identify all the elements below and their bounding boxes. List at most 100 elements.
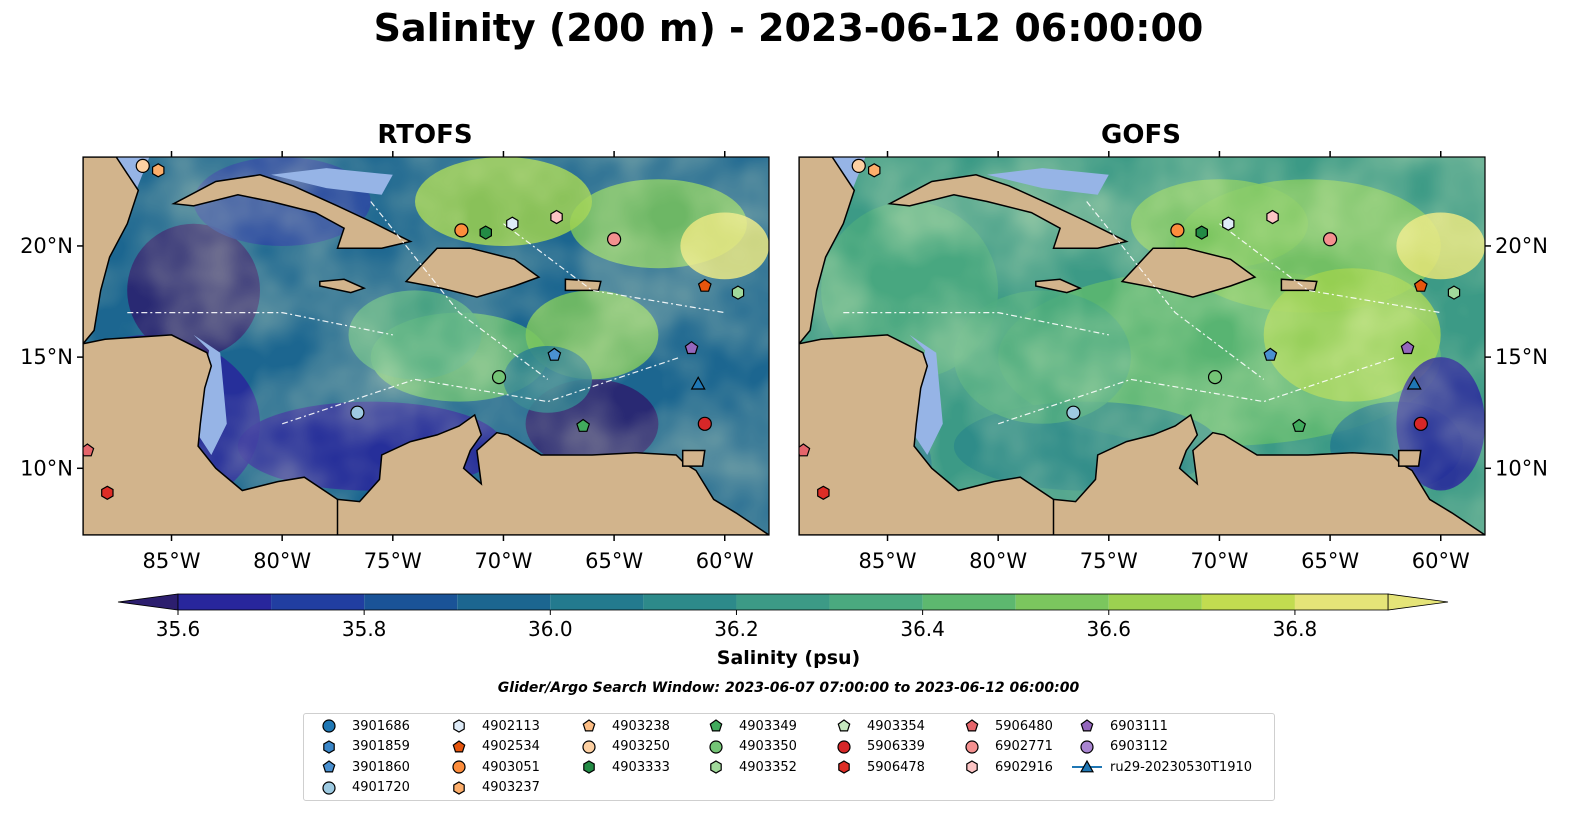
marker-4903051	[454, 223, 469, 238]
x-tick-label: 75°W	[364, 549, 422, 573]
colorbar-segment	[922, 594, 1016, 610]
legend-label: 6903112	[1110, 739, 1168, 754]
marker-5906480	[799, 443, 811, 457]
legend-item: 6902916	[957, 759, 1053, 775]
panel-title-gofs: GOFS	[1101, 120, 1181, 150]
legend-marker-icon	[323, 739, 335, 754]
legend-label: 4903354	[867, 718, 925, 734]
map-frame	[798, 156, 1486, 536]
marker-5906480	[83, 443, 95, 457]
x-tick-label: 70°W	[474, 549, 532, 573]
legend-marker-icon	[1072, 759, 1102, 773]
marker-4903250	[135, 158, 150, 173]
legend-marker	[709, 739, 723, 754]
legend-label: 5906478	[867, 759, 925, 775]
x-tick-label: 65°W	[585, 549, 643, 573]
colorbar-extend-high	[1387, 593, 1449, 611]
colorbar-tick-label: 35.6	[156, 617, 201, 641]
legend-marker-icon	[709, 719, 723, 732]
marker-4903333	[1195, 225, 1209, 240]
legend-label: 3901686	[352, 718, 410, 734]
colorbar-tick-label: 35.8	[342, 617, 387, 641]
marker-4903250	[851, 158, 866, 173]
figure-title: Salinity (200 m) - 2023-06-12 06:00:00	[373, 6, 1204, 50]
colorbar-tick-label: 36.8	[1273, 617, 1318, 641]
land-shape	[1052, 413, 1485, 535]
colorbar-segment	[364, 594, 458, 610]
marker-4903237	[152, 163, 165, 178]
colorbar-tick-label: 36.6	[1087, 617, 1132, 641]
legend-item: 6903112	[1072, 739, 1168, 755]
boundary-line	[843, 312, 1109, 336]
colorbar-tick-label: 36.4	[900, 617, 945, 641]
marker-3901860	[547, 347, 562, 361]
marker-4901720	[1066, 405, 1081, 420]
marker-3901860	[1263, 347, 1278, 361]
legend-marker-icon	[837, 719, 851, 732]
legend-label: ru29-20230530T1910	[1110, 759, 1253, 775]
marker-4902534	[1413, 278, 1428, 292]
colorbar-segment	[550, 594, 644, 610]
marker-5906339	[1413, 416, 1428, 431]
marker-5906478	[817, 485, 830, 500]
legend-item: 4903237	[444, 780, 540, 796]
land-shape	[1120, 247, 1257, 298]
marker-ru29-20230530T1910	[1406, 376, 1422, 390]
land-shape	[336, 413, 769, 535]
x-tick-label: 75°W	[1080, 549, 1138, 573]
boundary-line	[370, 201, 549, 380]
legend-marker-icon	[965, 719, 979, 732]
land-shape	[1035, 278, 1083, 294]
legend-marker-icon	[837, 739, 851, 754]
legend-label: 4902534	[482, 739, 540, 754]
legend-item: 4902534	[444, 739, 540, 755]
marker-4903352	[731, 285, 745, 300]
legend-marker	[582, 739, 596, 754]
marker-4903352	[1447, 285, 1461, 300]
legend-item: 5906478	[829, 759, 925, 775]
y-tick-label: 15°N	[1495, 345, 1548, 369]
colorbar-segment	[178, 594, 272, 610]
marker-4903350	[491, 370, 507, 385]
colorbar-segment	[1201, 594, 1295, 610]
x-tick-label: 65°W	[1301, 549, 1359, 573]
legend-item: 4903350	[701, 739, 797, 755]
legend-label: 4903238	[612, 718, 670, 734]
legend-marker	[323, 739, 335, 754]
legend-item: 4902113	[444, 718, 540, 734]
map-panel-gofs	[799, 157, 1485, 535]
colorbar-tick-label: 36.0	[528, 617, 573, 641]
search-window-text: Glider/Argo Search Window: 2023-06-07 07…	[497, 680, 1080, 696]
boundary-line	[503, 223, 725, 314]
legend-marker	[583, 760, 595, 774]
marker-4902113	[1222, 216, 1235, 231]
y-tick-label: 10°N	[1495, 456, 1548, 480]
legend-label: 4903237	[482, 780, 540, 795]
marker-4903051	[1170, 223, 1185, 238]
legend-marker	[453, 719, 465, 733]
shallow-shelf	[193, 334, 227, 455]
legend-item: ru29-20230530T1910	[1072, 759, 1252, 775]
legend-item: 4903333	[574, 759, 670, 775]
legend-marker-icon	[1080, 739, 1094, 754]
land-shape	[1397, 449, 1422, 467]
x-tick-label: 60°W	[1412, 549, 1470, 573]
legend-marker	[837, 719, 851, 732]
land-shape	[1280, 278, 1318, 292]
legend-marker-icon	[1080, 719, 1094, 732]
legend-label: 4902113	[482, 718, 540, 734]
legend-marker	[1080, 719, 1094, 732]
legend-label: 4903333	[612, 759, 670, 775]
legend-label: 3901859	[352, 739, 410, 754]
colorbar-extend-low	[117, 593, 179, 611]
legend-marker-icon	[452, 760, 466, 774]
legend-marker-icon	[965, 739, 979, 754]
legend-marker	[453, 780, 465, 795]
legend-item: 4903250	[574, 739, 670, 755]
legend-marker	[1080, 739, 1094, 754]
land-shape	[83, 157, 140, 345]
x-tick-label: 80°W	[969, 549, 1027, 573]
legend-item: 6902771	[957, 739, 1053, 755]
legend-label: 4901720	[352, 780, 410, 795]
y-tick-label: 15°N	[20, 345, 73, 369]
